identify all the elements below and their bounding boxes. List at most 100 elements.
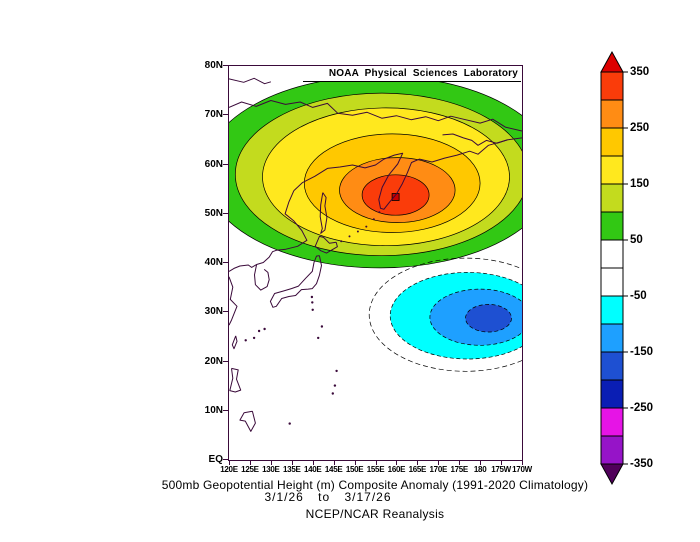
lat-tick-label: 30N (204, 306, 223, 318)
lat-tick-label: 20N (204, 355, 223, 367)
island-dot (311, 301, 314, 304)
lon-tick-label: 120E (220, 465, 238, 474)
kuril-island-dot (348, 235, 351, 238)
coastline-sakhalin-island (319, 192, 328, 234)
colorbar (600, 50, 628, 486)
coastline-okhotsk-kamchatka-coast (293, 139, 508, 210)
caption-variable: 500mb Geopotential Height (m) Composite … (161, 478, 589, 492)
kuril-island-dot (340, 240, 343, 243)
caption-dates: 3/1/26 to 3/17/26 (264, 490, 392, 504)
longitude-axis: 120E 125E 130E 135E 140E 145E 150E 155E 160E 165E… (220, 463, 532, 475)
map-layers (229, 75, 522, 432)
island-dot (333, 384, 337, 387)
island-dot (317, 336, 320, 340)
colorbar-segment (600, 183, 624, 213)
lat-tick-label: 60N (204, 158, 223, 170)
colorbar-arrow-top (600, 50, 624, 73)
coastline-china-coast (229, 276, 238, 326)
lat-tick-mark (223, 360, 228, 362)
colorbar-segment (600, 155, 624, 185)
colorbar-segment (600, 407, 624, 437)
lon-tick-mark (229, 461, 230, 465)
lat-tick-label: 80N (204, 60, 223, 71)
lon-tick-mark (249, 461, 251, 465)
coastline-taiwan (231, 335, 238, 350)
colorbar-segment (600, 351, 624, 381)
island-dot (288, 422, 291, 425)
colorbar-labels: 350 250 150 50 -50 -150 -250 -350 (630, 50, 670, 490)
lat-tick-mark (223, 459, 228, 460)
coastline-korea-peninsula (254, 264, 270, 291)
coastline-siberian-arctic-coast (229, 100, 522, 132)
island-dot (244, 339, 247, 342)
lon-tick-label: 160E (387, 465, 406, 474)
lon-tick-label: 155E (366, 465, 385, 474)
lat-tick-label: 40N (204, 257, 223, 268)
kuril-island-dot (372, 218, 375, 221)
lat-tick-mark (223, 311, 228, 313)
colorbar-segment (600, 71, 624, 101)
lat-tick-mark (223, 409, 228, 411)
zero-contour (368, 257, 522, 372)
lon-tick-mark (312, 461, 314, 465)
coastline-honshu-kyushu (269, 255, 322, 308)
colorbar-tick-label: 350 (630, 66, 650, 78)
lon-tick-label: 130E (262, 465, 280, 474)
lon-tick-label: 135E (283, 465, 301, 474)
lat-tick-label: 50N (204, 207, 223, 219)
colorbar-tick-label: 50 (630, 234, 643, 246)
map-plot: NOAA Physical Sciences Laboratory (228, 65, 523, 461)
lat-tick-label: 70N (204, 109, 223, 121)
lon-tick-label: 180 (473, 465, 487, 474)
colorbar-tick-label: 150 (630, 178, 650, 190)
positive-peak-marker (391, 193, 400, 201)
lat-tick-mark (223, 114, 228, 116)
colorbar-tick-label: 250 (630, 122, 650, 134)
kuril-island-dot (365, 225, 368, 228)
colorbar-segment (600, 435, 624, 465)
lon-tick-label: 145E (324, 465, 343, 474)
colorbar-segment (600, 239, 624, 269)
island-dot (335, 369, 338, 373)
colorbar-segment (600, 99, 624, 129)
colorbar-tick-label: -50 (630, 290, 647, 302)
caption-source: NCEP/NCAR Reanalysis (305, 507, 445, 521)
lon-tick-label: 165E (408, 465, 427, 474)
island-dot (310, 295, 314, 299)
lon-tick-mark (291, 461, 293, 465)
colorbar-segment (600, 127, 624, 157)
colorbar-segment (600, 295, 624, 325)
anomaly-map (229, 75, 522, 432)
colorbar-segment (600, 323, 624, 353)
lat-tick-label: EQ (208, 454, 223, 465)
lon-tick-label: 125E (241, 465, 259, 474)
kuril-island-dot (356, 230, 359, 233)
colorbar-segment (600, 211, 624, 241)
lon-tick-label: 175E (450, 465, 468, 474)
island-dot (257, 329, 261, 333)
lon-tick-label: 170E (429, 465, 448, 474)
island-dot (331, 392, 334, 395)
kuril-island-dot (378, 211, 381, 214)
coastline-primorye-korea-coast (229, 190, 308, 272)
lon-tick-label: 175W (491, 465, 511, 474)
coastline-luzon (229, 367, 242, 393)
lon-tick-mark (417, 461, 419, 465)
lat-tick-mark (223, 65, 228, 66)
island-dot (311, 308, 314, 311)
colorbar-segment (600, 379, 624, 409)
colorbar-segment (600, 267, 624, 297)
lon-tick-mark (375, 461, 377, 465)
lon-tick-mark (354, 461, 356, 465)
coastline-mindanao (239, 410, 256, 432)
colorbar-tick-label: -350 (630, 458, 654, 470)
lon-tick-mark (333, 461, 335, 465)
lat-tick-label: 10N (204, 404, 223, 416)
colorbar-tick-label: -150 (630, 346, 654, 358)
lon-tick-label: 170W (512, 465, 532, 474)
lon-tick-mark (459, 461, 461, 465)
island-dot (252, 336, 256, 340)
lon-tick-mark (270, 461, 272, 465)
island-dot (320, 325, 324, 328)
